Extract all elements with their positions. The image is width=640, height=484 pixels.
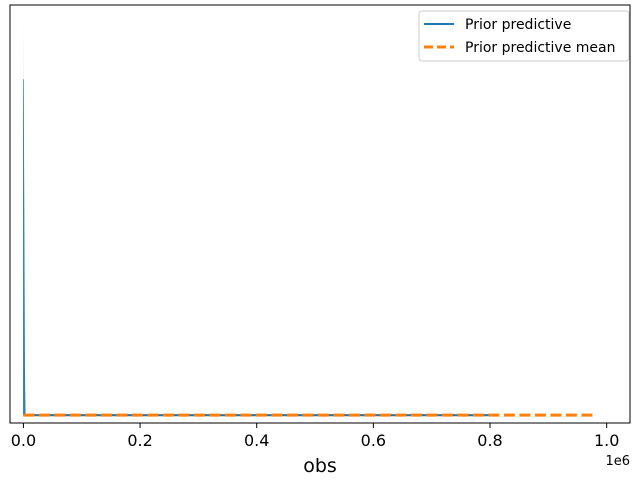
x-axis-ticks: 0.0 0.2 0.4 0.6 0.8 1.0	[11, 423, 619, 450]
x-tick-label: 0.6	[361, 431, 386, 450]
x-tick-label: 1.0	[594, 431, 619, 450]
x-tick-label: 0.2	[127, 431, 152, 450]
x-tick-label: 0.8	[477, 431, 502, 450]
x-tick-label: 0.4	[244, 431, 269, 450]
legend-box	[418, 10, 630, 62]
x-axis-offset-label: 1e6	[605, 454, 630, 469]
legend-label-prior-predictive-mean: Prior predictive mean	[465, 40, 615, 56]
legend-label-prior-predictive: Prior predictive	[465, 17, 571, 33]
plot-marks	[23, 24, 596, 417]
axes-frame	[9, 4, 631, 424]
x-tick-label: 0.0	[11, 431, 36, 450]
legend: Prior predictive Prior predictive mean	[418, 10, 630, 62]
series-prior-predictive-spike	[23, 79, 26, 416]
x-axis-label: obs	[303, 455, 337, 477]
